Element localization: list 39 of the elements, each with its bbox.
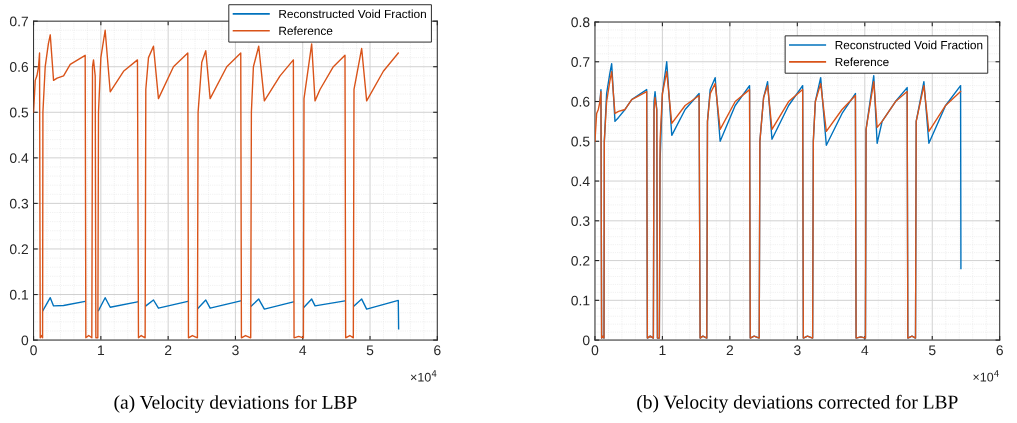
y-tick-label: 0.6	[9, 62, 29, 72]
x-tick-label: 5	[366, 345, 374, 356]
y-tick-label: 0	[582, 335, 590, 346]
x-tick-label: 5	[928, 345, 936, 356]
x-tick-label: 1	[98, 345, 105, 356]
y-tick-label: 0.5	[571, 136, 590, 147]
legend-label: Reconstructed Void Fraction	[279, 9, 426, 19]
y-tick-label: 0.2	[9, 244, 28, 255]
y-tick-label: 0.1	[571, 295, 590, 306]
y-tick-label: 0.4	[571, 176, 590, 187]
x-tick-label: 0	[591, 345, 599, 356]
legend-label: Reference	[279, 26, 333, 36]
y-tick-label: 0.4	[9, 153, 29, 164]
text: (a) Velocity deviations for LBP	[114, 394, 357, 413]
x-tick-label: 4	[861, 345, 869, 356]
y-tick-label: 0.7	[9, 16, 28, 27]
x-tick-label: 2	[164, 345, 172, 356]
y-tick-label: 0.7	[571, 57, 590, 67]
y-tick-label: 0.2	[571, 255, 590, 266]
y-tick-label: 0.6	[571, 96, 590, 107]
y-tick-label: 0.3	[571, 216, 590, 226]
y-tick-label: 0.5	[9, 107, 29, 118]
text: (b) Velocity deviations corrected for LBP	[637, 394, 958, 413]
x-tick-label: 6	[996, 345, 1003, 356]
text: ×10$^{4}$	[410, 370, 437, 382]
x-tick-label: 1	[659, 345, 666, 356]
y-tick-label: 0.1	[9, 289, 29, 300]
text: ×10$^{4}$	[973, 370, 999, 382]
y-tick-label: 0.8	[571, 17, 590, 28]
legend-label: Reconstructed Void Fraction	[835, 40, 983, 50]
x-tick-label: 3	[232, 345, 239, 356]
legend-label: Reference	[835, 57, 889, 67]
x-tick-label: 6	[434, 345, 441, 356]
y-tick-label: 0	[21, 335, 29, 346]
x-tick-label: 2	[726, 345, 734, 356]
y-tick-label: 0.3	[9, 198, 29, 209]
x-tick-label: 4	[299, 345, 307, 356]
x-tick-label: 0	[30, 345, 37, 356]
x-tick-label: 3	[794, 345, 801, 356]
